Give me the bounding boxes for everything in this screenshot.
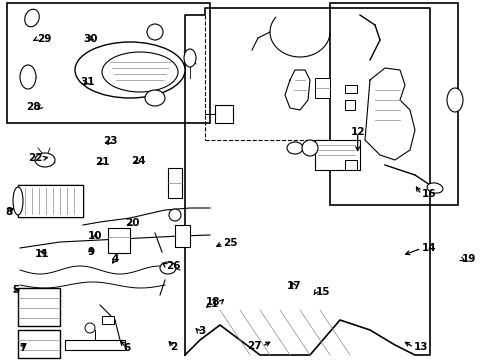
Bar — [345, 160, 357, 170]
Text: 27: 27 — [247, 341, 262, 351]
Bar — [7, 3, 210, 123]
Bar — [18, 330, 60, 358]
Ellipse shape — [102, 52, 178, 92]
Bar — [345, 100, 355, 110]
Text: 30: 30 — [83, 34, 98, 44]
Text: 6: 6 — [124, 343, 131, 354]
Bar — [18, 288, 60, 326]
Ellipse shape — [184, 49, 196, 67]
Text: 12: 12 — [350, 127, 365, 138]
Polygon shape — [285, 70, 310, 110]
Text: 24: 24 — [131, 156, 146, 166]
Text: 3: 3 — [198, 326, 206, 336]
Bar — [168, 168, 182, 198]
Ellipse shape — [24, 9, 39, 27]
Text: 29: 29 — [37, 34, 51, 44]
Text: 8: 8 — [5, 207, 12, 217]
Bar — [215, 105, 233, 123]
Text: 22: 22 — [28, 153, 43, 163]
Ellipse shape — [147, 24, 163, 40]
Text: 17: 17 — [287, 281, 301, 291]
Text: 11: 11 — [34, 249, 49, 259]
Ellipse shape — [427, 183, 443, 193]
Text: 18: 18 — [206, 297, 220, 307]
Text: 9: 9 — [87, 247, 94, 257]
Ellipse shape — [20, 65, 36, 89]
Text: 2: 2 — [171, 342, 177, 352]
Circle shape — [169, 209, 181, 221]
Text: 4: 4 — [111, 254, 119, 264]
Ellipse shape — [35, 153, 55, 167]
Text: 21: 21 — [95, 157, 109, 167]
Text: 23: 23 — [103, 136, 118, 146]
Text: 25: 25 — [223, 238, 238, 248]
Ellipse shape — [145, 90, 165, 106]
Polygon shape — [365, 68, 415, 160]
Text: 19: 19 — [462, 254, 476, 264]
Bar — [315, 78, 330, 98]
Ellipse shape — [287, 142, 303, 154]
Bar — [175, 225, 190, 247]
Text: 20: 20 — [125, 218, 140, 228]
Text: 15: 15 — [316, 287, 331, 297]
Ellipse shape — [447, 88, 463, 112]
Text: 26: 26 — [167, 261, 181, 271]
Text: 10: 10 — [88, 231, 103, 241]
Text: 5: 5 — [12, 285, 20, 295]
Circle shape — [85, 323, 95, 333]
Bar — [330, 3, 458, 205]
Bar — [65, 340, 125, 350]
Bar — [315, 140, 360, 170]
Text: 16: 16 — [421, 189, 436, 199]
Ellipse shape — [13, 187, 23, 215]
Bar — [18, 185, 83, 217]
Text: 28: 28 — [25, 102, 40, 112]
Ellipse shape — [302, 140, 318, 156]
Text: 14: 14 — [421, 243, 436, 253]
Text: 13: 13 — [414, 342, 429, 352]
Text: 7: 7 — [20, 343, 27, 354]
Bar — [102, 316, 114, 324]
Bar — [108, 228, 130, 253]
Bar — [18, 185, 83, 217]
Ellipse shape — [75, 42, 185, 98]
Ellipse shape — [160, 262, 176, 274]
Bar — [345, 85, 357, 93]
Text: 1: 1 — [211, 299, 218, 309]
Text: 31: 31 — [80, 77, 95, 87]
